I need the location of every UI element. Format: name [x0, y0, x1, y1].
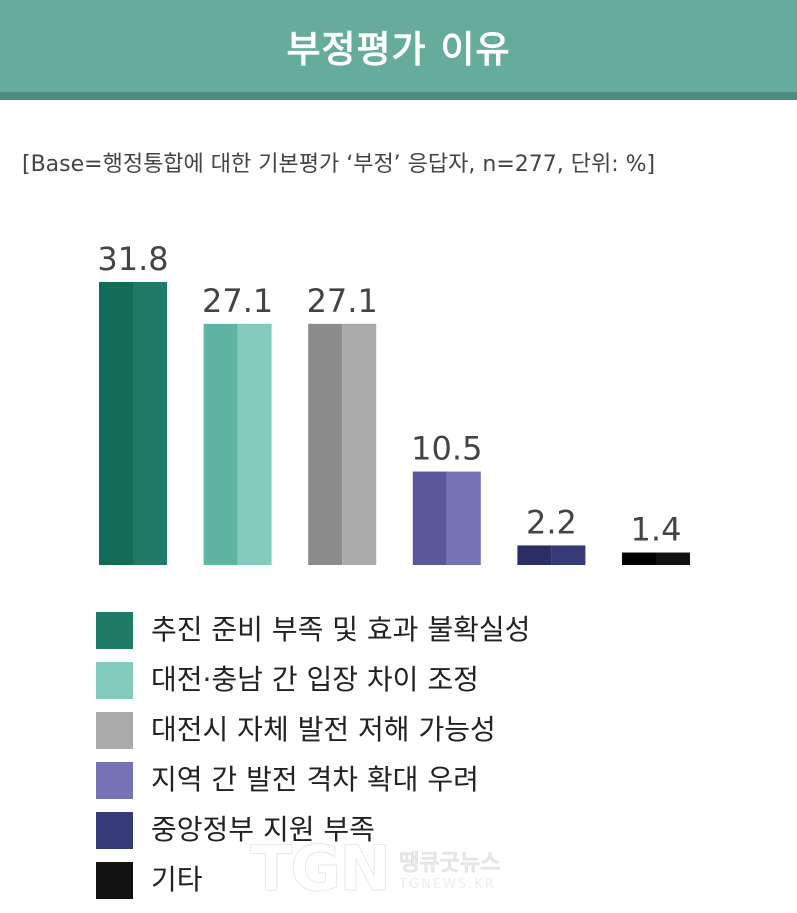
- chart-subtitle: [Base=행정통합에 대한 기본평가 ‘부정’ 응답자, n=277, 단위:…: [22, 152, 656, 177]
- bar-group-2: 27.1: [202, 282, 273, 565]
- bar-1: [133, 282, 167, 565]
- bar-5: [551, 545, 586, 565]
- bar-4: [446, 471, 481, 565]
- bar-2: [237, 323, 272, 565]
- bar-1-shade: [99, 282, 133, 565]
- legend-swatch-1: [96, 611, 133, 649]
- bar-value-label-5: 2.2: [526, 503, 577, 541]
- legend-item-3: 대전시 자체 발전 저해 가능성: [96, 705, 530, 755]
- legend-swatch-3: [96, 711, 133, 749]
- bar-value-label-2: 27.1: [202, 282, 273, 320]
- legend-swatch-2: [96, 661, 133, 699]
- legend-swatch-5: [96, 811, 133, 849]
- bar-group-1: 31.8: [97, 240, 169, 565]
- legend-label-5: 중앙정부 지원 부족: [151, 813, 375, 846]
- bar-group-5: 2.2: [517, 503, 586, 565]
- bar-6-shade: [622, 552, 656, 565]
- watermark: TGN 땡큐굿뉴스 TGNEWS.KR: [249, 832, 501, 906]
- bar-value-label-1: 31.8: [97, 240, 168, 278]
- legend-item-6: 기타: [96, 855, 530, 905]
- legend-swatch-4: [96, 761, 133, 799]
- chart-title: 부정평가 이유: [286, 28, 511, 71]
- bar-group-3: 27.1: [307, 282, 378, 565]
- bar-5-shade: [517, 545, 552, 565]
- legend-item-2: 대전·충남 간 입장 차이 조정: [96, 655, 530, 705]
- legend-item-1: 추진 준비 부족 및 효과 불확실성: [96, 605, 530, 655]
- bar-value-label-4: 10.5: [411, 430, 482, 468]
- bar-group-6: 1.4: [622, 511, 690, 565]
- bar-2-shade: [203, 323, 238, 565]
- bar-6: [656, 552, 690, 565]
- legend-label-6: 기타: [151, 863, 203, 896]
- legend-label-2: 대전·충남 간 입장 차이 조정: [151, 663, 479, 696]
- header-banner: 부정평가 이유: [0, 0, 797, 100]
- watermark-logo: TGN: [249, 832, 391, 906]
- bar-4-shade: [412, 471, 447, 565]
- bar-value-label-3: 27.1: [307, 282, 378, 320]
- legend-swatch-6: [96, 861, 133, 899]
- bar-group-4: 10.5: [411, 430, 482, 565]
- watermark-name: 땡큐굿뉴스: [399, 851, 501, 877]
- bar-3-shade: [308, 323, 343, 565]
- bar-chart: 31.8 27.1 27.1 10.5 2.2 1.4: [97, 240, 690, 565]
- legend-item-4: 지역 간 발전 격차 확대 우려: [96, 755, 530, 805]
- legend-item-5: 중앙정부 지원 부족: [96, 805, 530, 855]
- bar-3: [342, 323, 377, 565]
- legend-label-1: 추진 준비 부족 및 효과 불확실성: [151, 613, 531, 646]
- watermark-url: TGNEWS.KR: [399, 877, 496, 892]
- legend-label-4: 지역 간 발전 격차 확대 우려: [151, 763, 479, 796]
- bar-value-label-6: 1.4: [631, 511, 682, 549]
- legend-label-3: 대전시 자체 발전 저해 가능성: [151, 713, 496, 746]
